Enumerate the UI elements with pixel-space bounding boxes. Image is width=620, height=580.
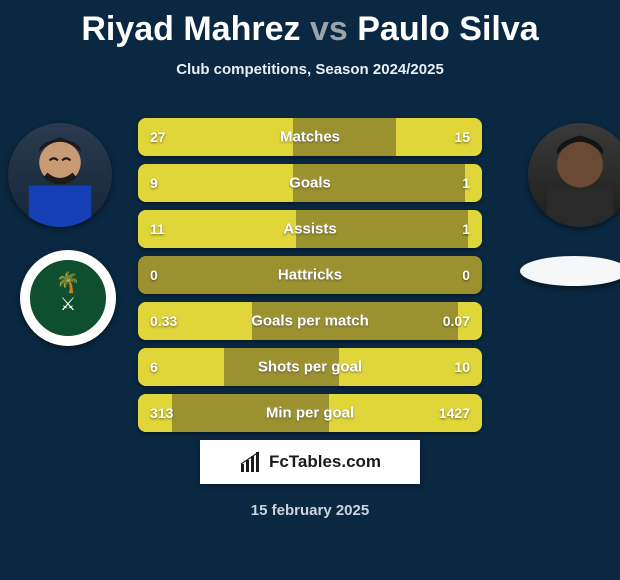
stat-value-right: 10 — [454, 359, 470, 375]
stat-value-left: 9 — [150, 175, 158, 191]
stat-row: 27 15 Matches — [138, 118, 482, 156]
stat-value-right: 1 — [462, 221, 470, 237]
player2-name: Paulo Silva — [357, 10, 538, 48]
subtitle: Club competitions, Season 2024/2025 — [0, 61, 620, 78]
stat-value-left: 27 — [150, 129, 166, 145]
stat-value-left: 313 — [150, 405, 173, 421]
player1-avatar — [8, 123, 112, 227]
stat-value-right: 15 — [454, 129, 470, 145]
brand-icon — [239, 450, 263, 474]
vs-word: vs — [310, 10, 348, 48]
player1-name: Riyad Mahrez — [81, 10, 300, 48]
stat-value-left: 11 — [150, 221, 165, 237]
stat-label: Goals per match — [251, 313, 369, 330]
stat-label: Assists — [283, 221, 336, 238]
stat-value-left: 0 — [150, 267, 158, 283]
player2-avatar — [528, 123, 620, 227]
stat-value-right: 1 — [462, 175, 470, 191]
stats-panel: 2715Matches91Goals111Assists00Hattricks0… — [138, 118, 482, 440]
comparison-title: Riyad Mahrez vs Paulo Silva — [0, 0, 620, 49]
stat-value-right: 0.07 — [443, 313, 470, 329]
stat-row: 0 0 Hattricks — [138, 256, 482, 294]
stat-row: 111Assists — [138, 210, 482, 248]
stat-label: Shots per goal — [258, 359, 362, 376]
stat-label: Goals — [289, 175, 331, 192]
stat-row: 313 1427 Min per goal — [138, 394, 482, 432]
date-footer: 15 february 2025 — [0, 502, 620, 519]
swords-icon: ⚔ — [60, 294, 76, 315]
stat-value-right: 1427 — [439, 405, 470, 421]
stat-label: Matches — [280, 129, 340, 146]
stat-bar-left — [138, 164, 293, 202]
stat-value-left: 6 — [150, 359, 158, 375]
brand-text: FcTables.com — [269, 452, 381, 472]
stat-value-left: 0.33 — [150, 313, 177, 329]
stat-value-right: 0 — [462, 267, 470, 283]
stat-label: Min per goal — [266, 405, 354, 422]
brand-box[interactable]: FcTables.com — [200, 440, 420, 484]
stat-label: Hattricks — [278, 267, 342, 284]
stat-row: 0.33 0.07 Goals per match — [138, 302, 482, 340]
palm-icon: 🌴 — [56, 270, 81, 295]
stat-row: 6 10 Shots per goal — [138, 348, 482, 386]
club2-logo — [520, 256, 620, 286]
club1-logo: 🌴 ⚔ — [20, 250, 116, 346]
stat-row: 9 1 Goals — [138, 164, 482, 202]
